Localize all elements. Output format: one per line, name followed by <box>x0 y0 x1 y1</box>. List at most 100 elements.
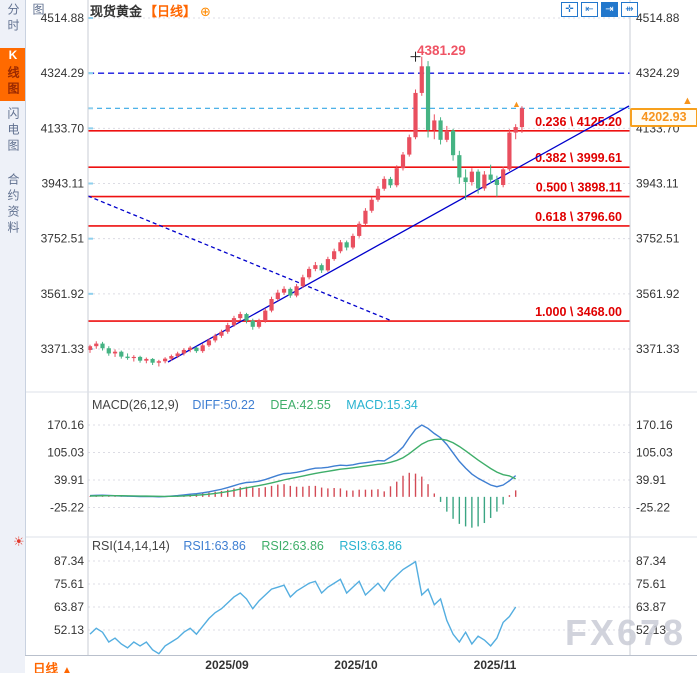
candle-body <box>463 177 468 183</box>
rsi-name: RSI(14,14,14) <box>92 539 170 553</box>
sun-icon[interactable]: ☀ <box>13 534 25 549</box>
sidebar-item-kline-chart[interactable]: K线图 <box>0 48 25 101</box>
x-axis-label: 2025/11 <box>473 658 517 672</box>
candle-body <box>438 120 443 140</box>
axis-label: 3561.92 <box>41 287 85 301</box>
candle-body <box>300 277 305 287</box>
axis-label: 105.03 <box>47 445 84 459</box>
candle-body <box>100 343 105 349</box>
time-axis-bar: 日线 ▲ 2025/09 2025/10 2025/11 <box>25 655 697 673</box>
axis-label: 3752.51 <box>41 232 85 246</box>
exit-chart-icon[interactable]: ⇻ <box>621 2 638 17</box>
candle-body <box>357 223 362 236</box>
axis-label: 105.03 <box>636 445 673 459</box>
axis-label: 0.618 \ 3796.60 <box>535 210 622 224</box>
candle-body <box>450 130 456 156</box>
candle-body <box>444 130 449 140</box>
candle-body <box>425 66 431 130</box>
candle-body <box>112 351 118 354</box>
last-candle-marker-icon: ▲ <box>512 99 521 109</box>
candle-body <box>313 265 318 269</box>
candle-body <box>382 178 387 189</box>
candle-body <box>244 314 249 321</box>
candle-body <box>150 358 155 363</box>
zoom-x-axis-icon[interactable]: ⇤ <box>581 2 598 17</box>
candle-body <box>400 154 406 169</box>
candle-body <box>344 242 349 248</box>
candle-body <box>407 137 412 155</box>
axis-label: 3752.51 <box>636 232 680 246</box>
rsi2-value: RSI2:63.86 <box>261 539 324 553</box>
candle-body <box>231 318 237 326</box>
axis-label: 75.61 <box>636 577 666 591</box>
axis-label: 4514.88 <box>636 11 680 25</box>
candle-body <box>275 292 280 300</box>
axis-label: 3943.11 <box>42 176 85 190</box>
period-selector[interactable]: 日线 ▲ <box>33 658 72 673</box>
axis-label: 170.16 <box>47 418 84 432</box>
axis-label: 63.87 <box>54 600 84 614</box>
candle-body <box>288 288 293 296</box>
instrument-name: 现货黄金 <box>90 4 143 19</box>
candle-body <box>200 345 205 352</box>
candle-body <box>363 210 368 224</box>
axis-label: 87.34 <box>54 554 84 568</box>
candle-body <box>181 349 186 354</box>
axis-label: 3371.33 <box>636 342 680 356</box>
candle-body <box>394 168 399 186</box>
high-price-annotation: 4381.29 <box>417 43 466 58</box>
period-tag: 【日线】 <box>144 4 197 19</box>
axis-label: 1.000 \ 3468.00 <box>535 305 622 319</box>
candle-body <box>269 299 274 311</box>
watermark: FX678 <box>565 612 687 653</box>
candle-body <box>87 346 93 350</box>
candle-body <box>519 108 525 128</box>
candle-body <box>263 310 268 322</box>
candle-body <box>94 343 99 347</box>
axis-label: 52.13 <box>54 623 84 637</box>
candle-body <box>281 288 287 293</box>
price-up-arrow-icon: ▲ <box>682 95 693 107</box>
candle-body <box>131 356 136 359</box>
candle-body <box>513 127 518 133</box>
x-axis-label: 2025/10 <box>334 658 378 672</box>
axis-label: 0.236 \ 4125.20 <box>535 115 622 129</box>
candle-body <box>388 178 393 186</box>
rsi1-value: RSI1:63.86 <box>183 539 246 553</box>
candle-body <box>494 179 499 185</box>
candle-body <box>338 242 343 252</box>
candle-body <box>169 356 174 359</box>
candle-body <box>256 321 262 327</box>
candle-body <box>350 235 356 248</box>
candle-body <box>188 347 193 350</box>
candle-body <box>325 259 330 271</box>
zoom-y-axis-icon[interactable]: ⇥ <box>601 2 618 17</box>
candle-body <box>213 335 218 341</box>
axis-label: 3943.11 <box>636 176 679 190</box>
pan-icon[interactable]: ✛ <box>561 2 578 17</box>
macd-dea-line <box>89 438 516 498</box>
candle-body <box>419 66 424 93</box>
sidebar-item-label: 线图 <box>6 66 20 98</box>
axis-label: 87.34 <box>636 554 666 568</box>
candle-body <box>307 268 312 278</box>
candle-body <box>144 358 149 361</box>
candle-body <box>250 320 255 327</box>
macd-diff-line <box>89 424 517 498</box>
period-up-arrow: ▲ <box>62 665 72 673</box>
sidebar-item-contract-info[interactable]: 合约资料 <box>0 173 25 253</box>
axis-label: 75.61 <box>54 577 84 591</box>
candle-body <box>294 286 299 296</box>
axis-label: 4514.88 <box>41 11 85 25</box>
candle-body <box>219 331 224 336</box>
add-indicator-icon[interactable]: ⊕ <box>200 4 211 19</box>
sidebar-item-time-chart[interactable]: 分时图 <box>0 3 45 49</box>
sidebar-item-label: K <box>6 48 20 66</box>
candle-body <box>137 356 143 361</box>
sidebar-item-lightning-chart[interactable]: 闪电图 <box>0 107 25 164</box>
macd-hist-value: MACD:15.34 <box>346 398 418 412</box>
candle-body <box>332 251 337 260</box>
axis-label: 39.91 <box>636 473 666 487</box>
sidebar: 分时图 K线图 闪电图 合约资料 <box>0 0 45 673</box>
